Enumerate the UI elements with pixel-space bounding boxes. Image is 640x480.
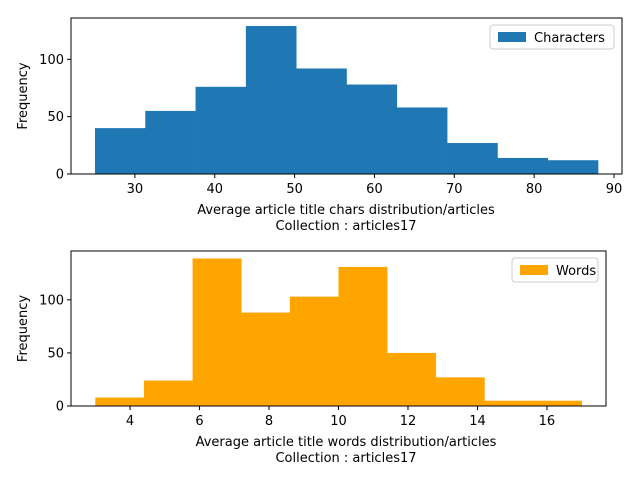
histogram-bar [296, 68, 347, 174]
y-axis-label: Frequency [16, 295, 31, 362]
x-tick-label: 80 [526, 182, 543, 197]
chart-top: 30 40 50 60 70 80 90 0 50 100 Frequency Average art… [16, 17, 623, 234]
y-axis-label: Frequency [16, 62, 31, 129]
x-axis-subtitle: Collection : articles17 [275, 219, 416, 234]
x-tick-label: 14 [469, 414, 486, 429]
histogram-bar [497, 157, 549, 174]
legend-swatch [498, 32, 526, 42]
x-tick-label: 6 [195, 414, 203, 429]
legend: Characters [489, 24, 615, 50]
histogram-bar [145, 110, 196, 174]
y-tick-label: 100 [39, 53, 64, 68]
histogram-bar [289, 296, 339, 406]
plot-frame [70, 17, 623, 175]
x-axis-label: Average article title words distribution… [196, 435, 497, 450]
x-axis-subtitle: Collection : articles17 [275, 451, 416, 466]
histogram-bar [192, 258, 242, 406]
histogram-bar [338, 266, 388, 406]
legend-swatch [520, 265, 548, 275]
y-tick-label: 0 [56, 168, 64, 183]
x-tick-label: 4 [126, 414, 134, 429]
histogram-bar [195, 86, 247, 174]
x-tick-label: 12 [400, 414, 417, 429]
histogram-bar [387, 352, 437, 406]
y-tick-label: 50 [47, 110, 64, 125]
x-tick-label: 50 [286, 182, 303, 197]
histogram-bar [94, 128, 146, 174]
legend-label: Words [556, 264, 596, 279]
legend-box [511, 257, 599, 283]
histogram-bar [245, 26, 297, 174]
x-tick-label: 90 [606, 182, 623, 197]
histogram-bar [241, 312, 291, 406]
legend-label: Characters [534, 31, 605, 46]
x-tick-label: 8 [265, 414, 273, 429]
x-tick-label: 60 [366, 182, 383, 197]
histogram-bar [447, 143, 498, 174]
histogram-bar [95, 397, 145, 406]
x-tick-label: 30 [127, 182, 144, 197]
histogram-bar [143, 380, 193, 406]
y-tick-label: 100 [39, 293, 64, 308]
x-tick-label: 16 [539, 414, 556, 429]
chart-bottom: 4 6 8 10 12 14 16 0 50 100 Frequency Average articl… [16, 250, 607, 466]
histogram-bar [484, 400, 534, 406]
histogram-bar [435, 377, 485, 406]
x-tick-label: 40 [206, 182, 223, 197]
histogram-bar [533, 400, 582, 406]
histogram-bar [346, 84, 398, 174]
histogram-bar [396, 107, 448, 174]
x-tick-label: 70 [446, 182, 463, 197]
x-tick-label: 10 [330, 414, 347, 429]
y-tick-label: 0 [56, 400, 64, 415]
legend-box [489, 24, 615, 50]
x-axis-label: Average article title chars distribution… [197, 203, 495, 218]
legend: Words [511, 257, 599, 283]
histogram-bar [547, 160, 599, 174]
y-tick-label: 50 [47, 346, 64, 361]
